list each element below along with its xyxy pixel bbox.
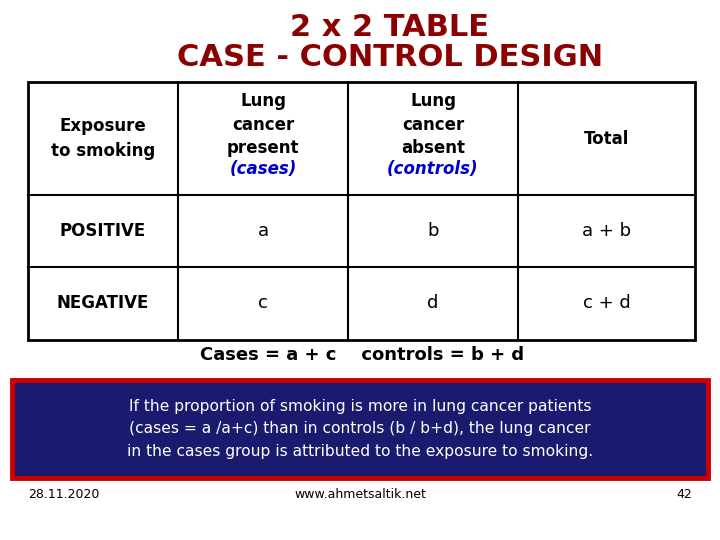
Text: (controls): (controls)	[387, 159, 479, 178]
Text: c: c	[258, 294, 268, 313]
Text: c + d: c + d	[582, 294, 631, 313]
Bar	[28, 82, 695, 340]
Bar	[12, 380, 708, 478]
Text: Lung
cancer
absent: Lung cancer absent	[401, 92, 465, 157]
Text: Exposure
to smoking: Exposure to smoking	[51, 117, 155, 160]
Text: d: d	[427, 294, 438, 313]
Text: Lung
cancer
present: Lung cancer present	[227, 92, 300, 157]
Text: 28.11.2020: 28.11.2020	[28, 488, 99, 501]
Text: www.ahmetsaltik.net: www.ahmetsaltik.net	[294, 488, 426, 501]
Text: POSITIVE: POSITIVE	[60, 222, 146, 240]
Text: (cases): (cases)	[229, 159, 297, 178]
Text: CASE - CONTROL DESIGN: CASE - CONTROL DESIGN	[177, 44, 603, 72]
Text: Total: Total	[584, 130, 629, 147]
Text: NEGATIVE: NEGATIVE	[57, 294, 149, 313]
Text: a + b: a + b	[582, 222, 631, 240]
Text: 42: 42	[676, 488, 692, 501]
Text: b: b	[427, 222, 438, 240]
Text: 2 x 2 TABLE: 2 x 2 TABLE	[290, 14, 490, 43]
Text: If the proportion of smoking is more in lung cancer patients
(cases = a /a+c) th: If the proportion of smoking is more in …	[127, 399, 593, 460]
Text: a: a	[258, 222, 269, 240]
Text: Cases = a + c    controls = b + d: Cases = a + c controls = b + d	[200, 346, 524, 364]
